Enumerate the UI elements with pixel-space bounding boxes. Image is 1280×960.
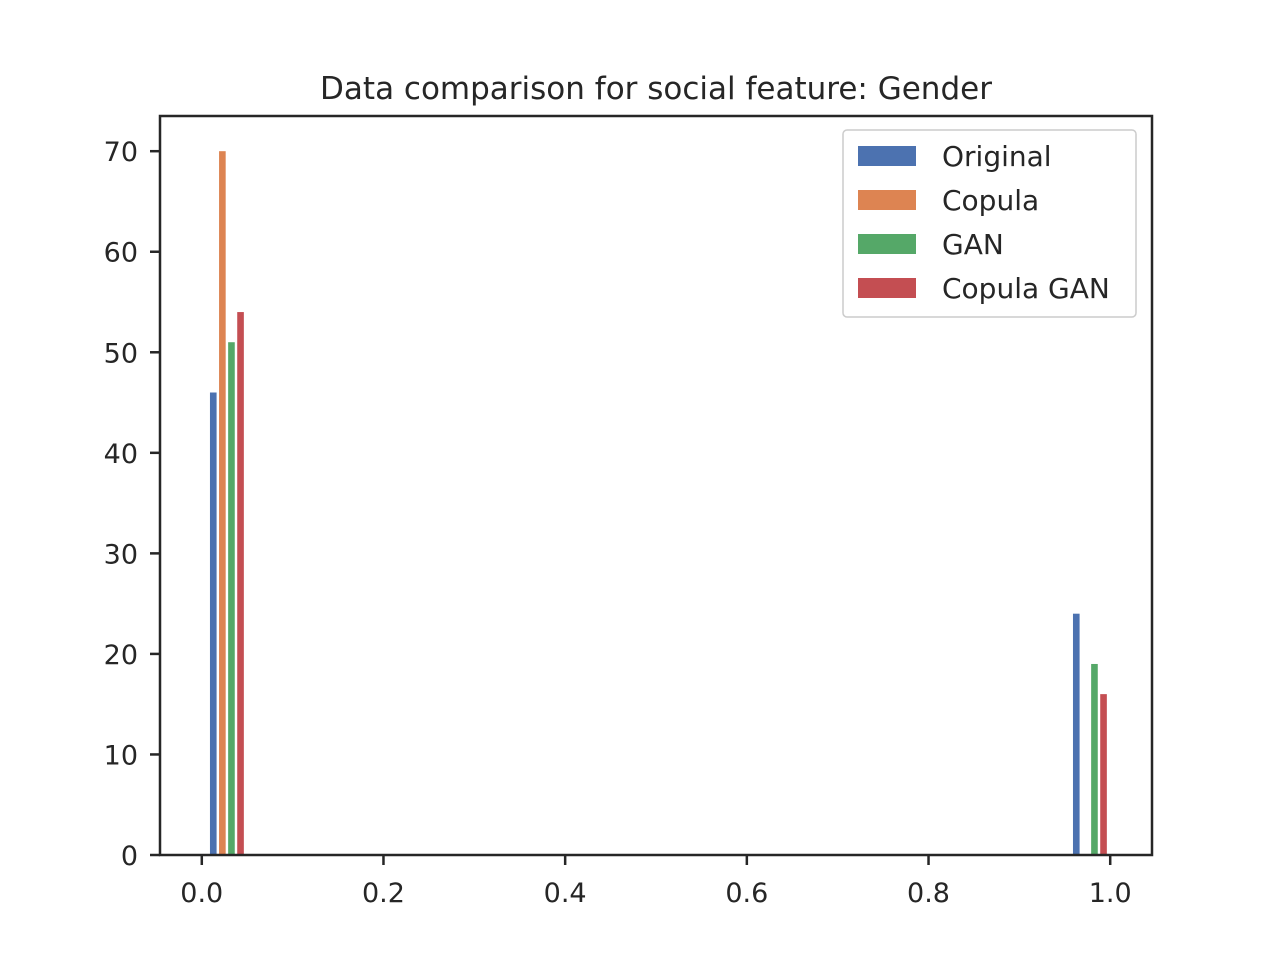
legend-swatch [858, 278, 916, 298]
x-tick-label: 0.0 [180, 878, 223, 909]
legend-swatch [858, 234, 916, 254]
bar-gan-1 [1091, 663, 1098, 855]
bar-copula-gan-0 [237, 312, 244, 855]
y-tick-label: 0 [121, 841, 138, 872]
legend-box [842, 129, 1137, 318]
y-tick-label: 10 [104, 740, 138, 771]
legend-label: Copula GAN [942, 272, 1110, 305]
bar-copula-gan-1 [1100, 694, 1107, 855]
plot-frame [158, 114, 1154, 857]
y-tick-label: 20 [104, 640, 138, 671]
y-tick-label: 50 [104, 338, 138, 369]
legend-swatch [858, 146, 916, 166]
chart-title: Data comparison for social feature: Gend… [320, 71, 992, 107]
y-tick-label: 40 [104, 439, 138, 470]
bar-gan-0 [228, 342, 235, 856]
bar-copula-0 [219, 151, 226, 855]
x-tick-label: 0.4 [544, 878, 587, 909]
legend-swatch [858, 190, 916, 210]
x-axis: 0.0 0.2 0.4 0.6 0.8 1.0 [180, 855, 1132, 909]
y-tick-label: 30 [104, 539, 138, 570]
legend-label: Copula [942, 184, 1039, 217]
x-tick-label: 0.6 [725, 878, 768, 909]
bar-original-0 [209, 392, 217, 855]
legend-label: GAN [942, 228, 1004, 261]
x-tick-label: 0.2 [362, 878, 405, 909]
y-axis: 0 10 20 30 40 50 60 70 [104, 137, 160, 872]
legend: Original Copula GAN Copula GAN [842, 129, 1137, 318]
x-tick-label: 1.0 [1089, 878, 1132, 909]
bars-layer [209, 151, 1107, 856]
y-tick-label: 60 [104, 238, 138, 269]
legend-label: Original [942, 140, 1052, 173]
x-tick-label: 0.8 [907, 878, 950, 909]
y-tick-label: 70 [104, 137, 138, 168]
bar-original-1 [1072, 613, 1080, 855]
